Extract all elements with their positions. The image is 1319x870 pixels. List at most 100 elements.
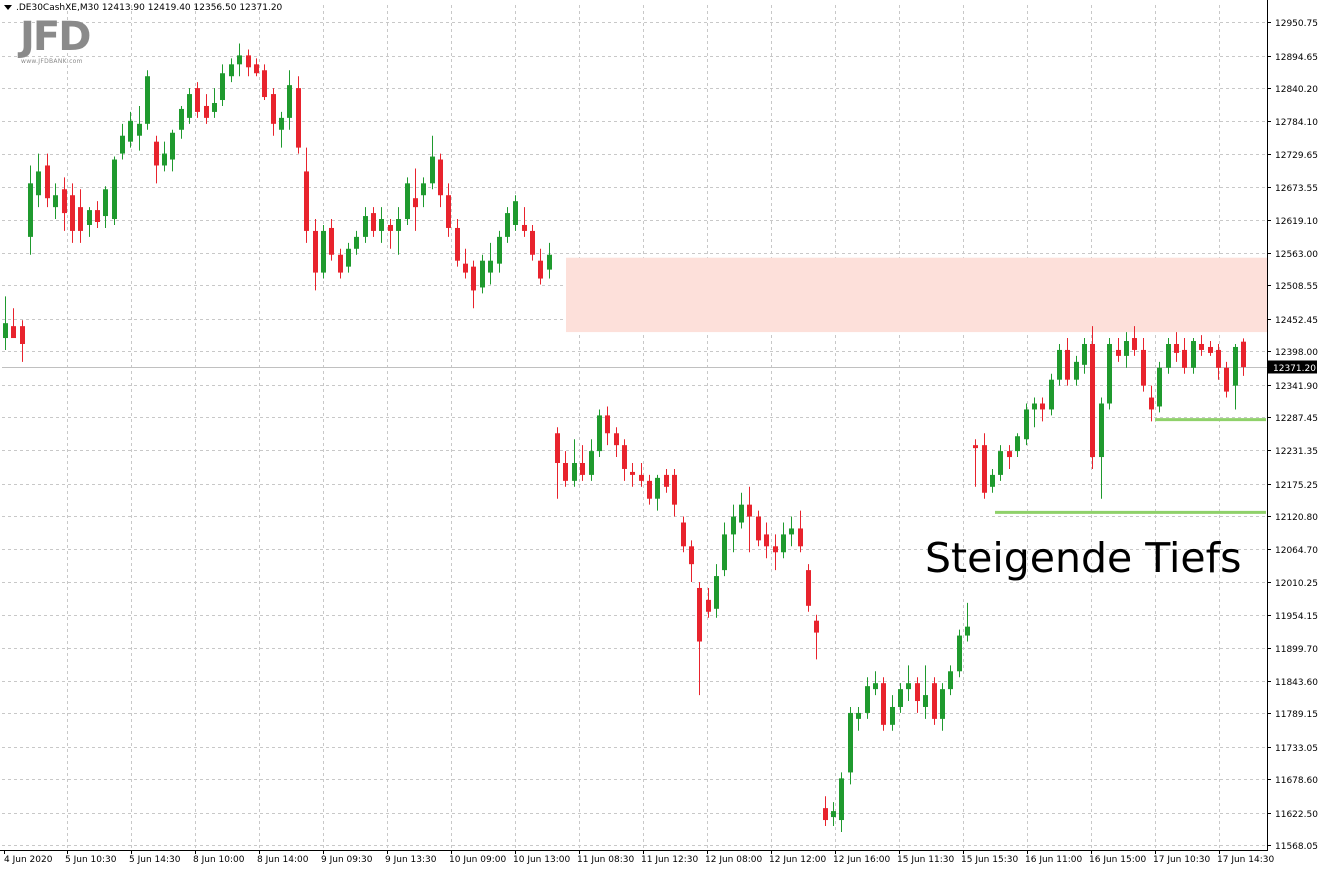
candle-body xyxy=(998,451,1003,475)
candle-body xyxy=(1049,379,1054,410)
candle xyxy=(990,468,995,493)
candle-body xyxy=(890,706,895,725)
current-price-label: 12371.20 xyxy=(1268,360,1317,374)
candle xyxy=(622,439,627,481)
candle-body xyxy=(773,546,778,553)
y-tick-label: 12120.80 xyxy=(1275,513,1318,523)
candle xyxy=(388,219,393,249)
candle-body xyxy=(62,189,67,214)
candle xyxy=(1065,338,1070,386)
candle-body xyxy=(647,480,652,499)
x-tick-label: 17 Jun 10:30 xyxy=(1153,855,1210,865)
candle xyxy=(513,195,518,231)
candle-body xyxy=(781,534,786,553)
candle xyxy=(1024,403,1029,446)
candle xyxy=(580,445,585,481)
candle-body xyxy=(128,120,133,142)
candle xyxy=(321,224,326,279)
candle xyxy=(1074,355,1079,386)
candle-body xyxy=(304,171,309,231)
candle-body xyxy=(1024,409,1029,440)
candle-body xyxy=(814,620,819,633)
candle-body xyxy=(798,528,803,547)
candle xyxy=(530,224,535,261)
candle-body xyxy=(572,463,577,481)
candle-body xyxy=(932,683,937,719)
candle xyxy=(781,522,786,559)
symbol-line: .DE30CashXE,M30 12413.90 12419.40 12356.… xyxy=(16,3,283,13)
candle xyxy=(1082,338,1087,374)
candle-body xyxy=(11,326,16,339)
candle-body xyxy=(856,712,861,719)
candle-body xyxy=(471,266,476,291)
support-lines xyxy=(995,418,1266,514)
candle-body xyxy=(220,73,225,101)
candle-body xyxy=(246,55,251,68)
candle xyxy=(413,168,418,231)
candle xyxy=(1124,332,1129,368)
candle xyxy=(1132,326,1137,356)
candle-body xyxy=(823,808,828,821)
y-tick-label: 11789.15 xyxy=(1275,710,1318,720)
x-tick-label: 5 Jun 10:30 xyxy=(65,855,117,865)
candle-body xyxy=(1233,346,1238,386)
candle-body xyxy=(898,689,903,707)
candle-body xyxy=(873,683,878,690)
candle-body xyxy=(915,683,920,702)
candle xyxy=(95,201,100,228)
candle xyxy=(120,123,125,160)
candle xyxy=(814,614,819,660)
candle xyxy=(36,153,41,208)
candle xyxy=(898,683,903,713)
candle-body xyxy=(739,504,744,523)
candle xyxy=(1049,373,1054,416)
resistance-zone xyxy=(566,257,1267,333)
candle-body xyxy=(179,108,184,130)
candle xyxy=(371,207,376,237)
x-tick-label: 10 Jun 13:00 xyxy=(513,855,570,865)
candle-body xyxy=(1132,338,1137,350)
candle-body xyxy=(78,207,83,231)
candle xyxy=(53,183,58,220)
candle-body xyxy=(112,159,117,220)
candle xyxy=(664,468,669,493)
candle xyxy=(354,230,359,255)
candle xyxy=(1032,397,1037,428)
candle xyxy=(45,153,50,208)
candle-body xyxy=(388,224,393,231)
candle-body xyxy=(614,433,619,446)
dropdown-triangle-icon[interactable] xyxy=(4,5,12,10)
candle-body xyxy=(831,811,836,818)
candle xyxy=(396,207,401,255)
candle-body xyxy=(354,236,359,249)
x-tick-label: 11 Jun 08:30 xyxy=(577,855,634,865)
candle-body xyxy=(488,260,493,273)
candle xyxy=(1141,338,1146,392)
candle-body xyxy=(881,683,886,725)
candle-body xyxy=(137,123,142,136)
candle-body xyxy=(430,156,435,184)
candle xyxy=(170,129,175,172)
candle-body xyxy=(321,230,326,273)
candle xyxy=(78,189,83,243)
candle xyxy=(112,156,117,225)
candle-body xyxy=(1057,349,1062,380)
x-tick-label: 16 Jun 15:00 xyxy=(1089,855,1146,865)
candle-body xyxy=(187,94,192,118)
candle-body xyxy=(195,88,200,112)
candle xyxy=(455,219,460,267)
candle xyxy=(421,177,426,208)
x-tick-label: 12 Jun 12:00 xyxy=(769,855,826,865)
candle-body xyxy=(756,516,761,541)
candle xyxy=(246,49,251,77)
candle-body xyxy=(672,474,677,505)
candle xyxy=(605,406,610,446)
candle xyxy=(848,706,853,785)
candle xyxy=(965,602,970,642)
candle-body xyxy=(580,463,585,475)
candle-body xyxy=(338,254,343,273)
grid xyxy=(2,5,1267,850)
candle-body xyxy=(162,153,167,166)
